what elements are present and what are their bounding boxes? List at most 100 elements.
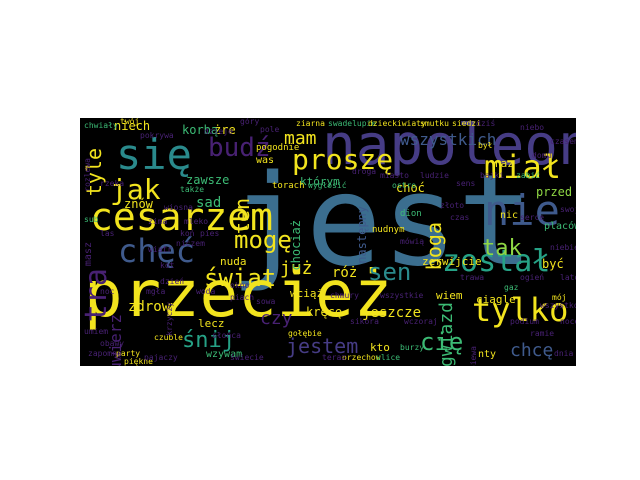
word: niech [114,119,151,133]
word: rzeka [100,179,125,188]
word: ostro [392,181,417,190]
word: którym [300,175,340,188]
word: zawsze [186,173,230,187]
word: świat [204,264,277,292]
word: wszystkie [380,291,424,300]
word-cloud: jest przecież napoleon cesarzem nie się chęć zo… [80,118,576,366]
word: swoje [560,205,576,214]
word: dzień [160,277,185,286]
word: żre [214,123,236,137]
word: gaz [504,283,519,292]
word: dion [400,209,422,219]
word: góry [240,118,260,126]
word: niebo [520,123,545,132]
word: dnia [554,349,574,358]
word: przed [536,185,573,199]
word: chwiały [84,121,118,130]
word: róż [332,265,358,281]
word: sen [368,258,412,286]
word: woda [196,287,216,296]
word: ulice [376,353,401,362]
word: las [100,229,115,238]
word: droga [352,167,377,176]
word: zdrowy [128,299,179,315]
word: słońca [212,331,241,340]
word: mój [552,293,567,302]
word: mam [284,128,317,149]
word: torach [272,181,305,191]
word: tak [482,236,522,261]
word: twój [120,118,140,126]
word: kręcę [306,305,343,319]
word: czasem [550,137,576,146]
word: mogę [234,226,292,254]
word: znów [124,197,153,211]
word: masz [83,242,94,267]
word: mgła [146,287,166,296]
word: sowa [256,297,276,306]
word: wciąż [290,287,324,300]
word: chcę [510,340,554,361]
word: chmury [330,291,359,300]
word: sikora [350,317,379,326]
word: niczem [176,239,205,248]
word: był [478,141,493,150]
word: obawy [100,339,125,348]
word: pogodnie [256,143,300,153]
word: mówią [400,237,425,246]
word: pokrywa [140,131,174,140]
word: zerwijcie [422,255,482,268]
word: nudnym [372,225,405,235]
word: cię [420,328,464,356]
word: piach [230,293,255,302]
word: pole [260,125,280,134]
word: koń [180,229,195,238]
word: wzywam [206,349,243,360]
word: zabić [516,171,541,180]
word: następny [355,206,369,264]
word: zima [148,217,168,226]
word: siedzi [452,119,481,128]
word: został [442,244,551,279]
word: kto [370,341,390,354]
word: niebie [550,243,576,252]
word: wiem [436,289,463,302]
word: ziarna [296,119,325,128]
word: jak [110,173,161,206]
word: cesarzem [90,195,274,239]
word: jestem [286,334,359,358]
word: ogień [520,273,545,282]
word: być [542,257,564,271]
word: noc [100,287,115,296]
word: chęć [118,232,196,270]
word: czas [450,213,470,222]
word: domu [532,151,552,160]
word: tylko [472,291,569,329]
word: miał [484,148,562,186]
word: spiewa [469,346,478,366]
word: piękne [124,357,153,366]
word: noce [560,317,576,326]
word: orzechow [342,353,381,362]
word: świecie [230,353,264,362]
word: śnij [182,328,235,353]
word: okno [230,281,250,290]
word: proszę [292,143,394,176]
word: raz [494,157,514,170]
word: party [116,349,141,358]
word: trawa [460,273,485,282]
word: was [256,155,275,166]
word: złoto [440,201,465,210]
word: budź [208,133,271,163]
word: serce [520,213,545,222]
word: dzieckiwiaty [368,119,426,128]
word: placów [544,221,576,232]
word: czuble [154,333,183,342]
word: sens [456,179,476,188]
word: nie [484,186,560,235]
word: krzyczy [165,302,174,336]
word: chociaż [289,220,303,271]
word: już [280,258,313,279]
word: ten [230,198,254,235]
word: także [180,185,205,194]
